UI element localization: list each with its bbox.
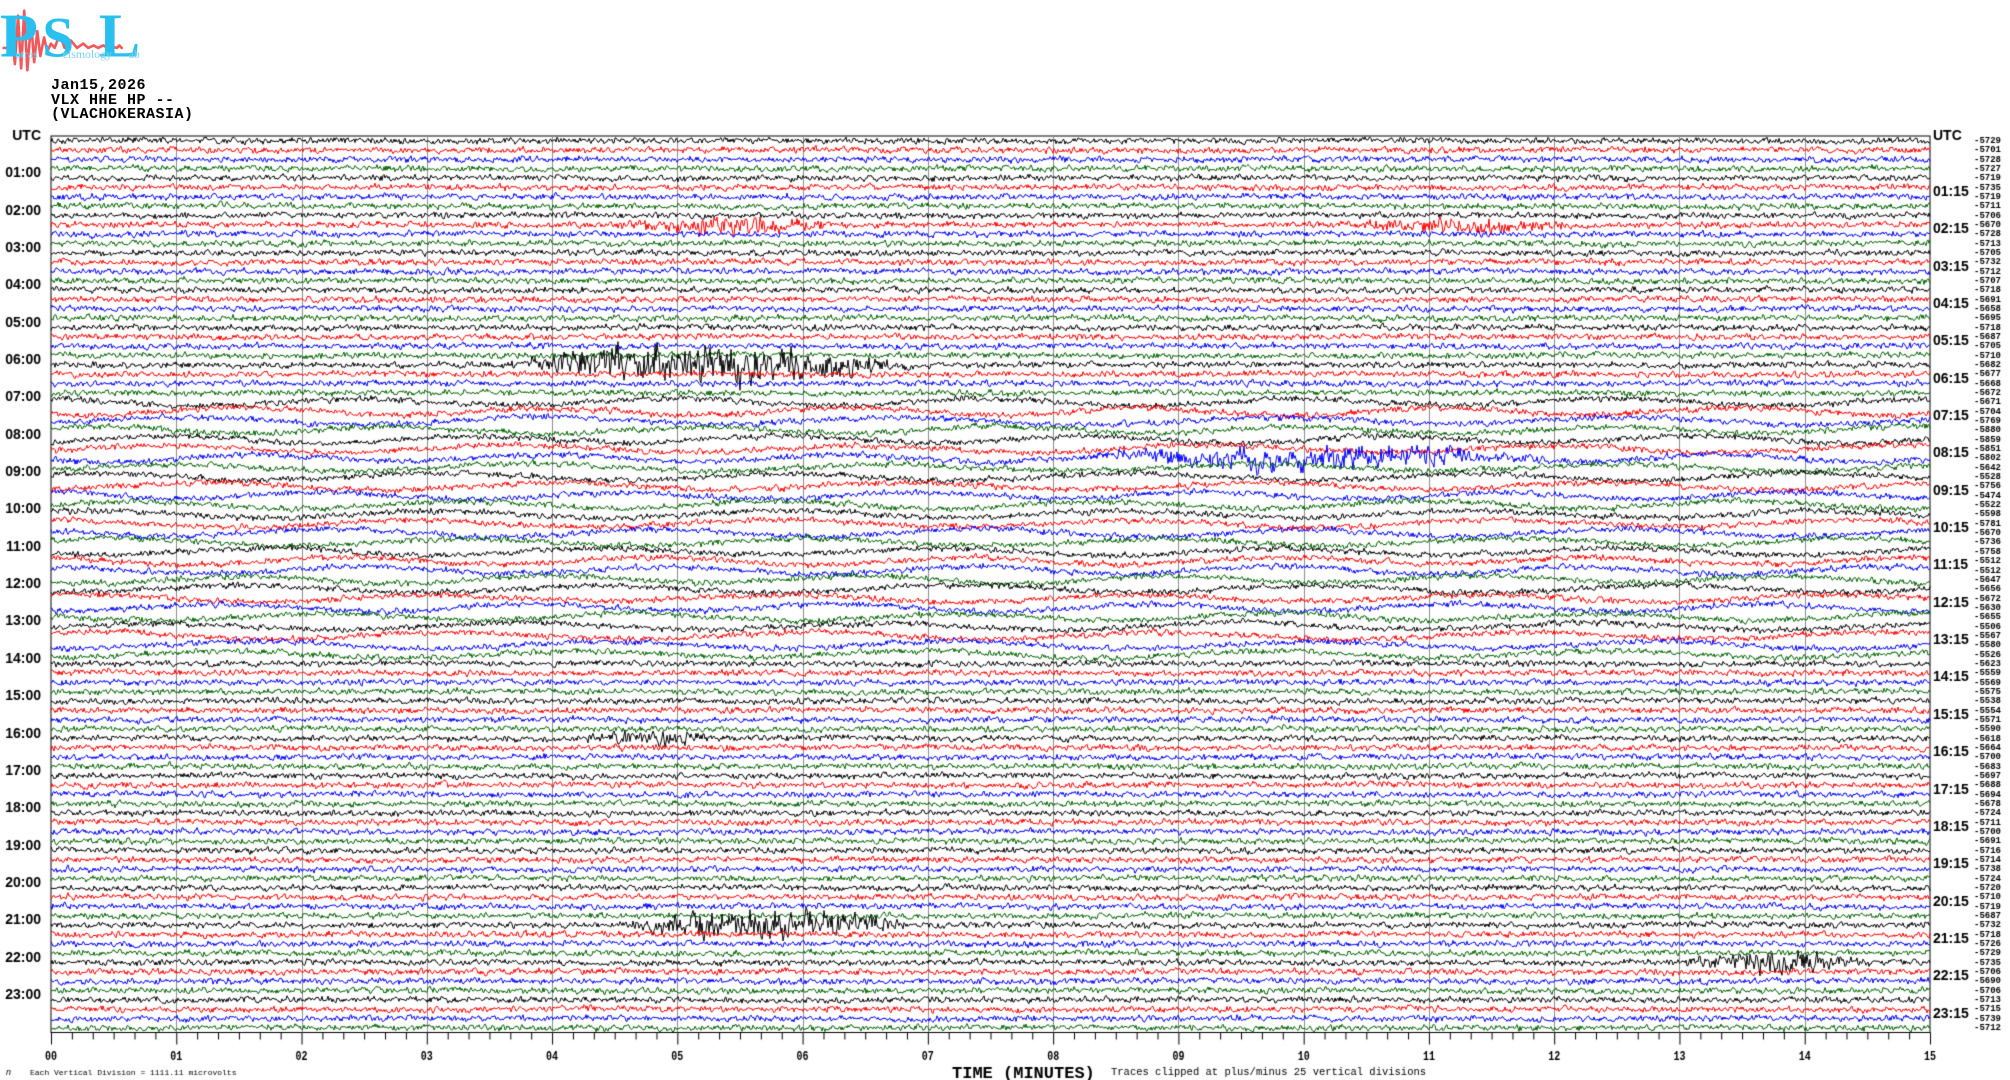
svg-text:atras: atras (16, 47, 39, 61)
svg-text:ab: ab (129, 47, 140, 61)
svg-text:eismology: eismology (63, 47, 112, 61)
